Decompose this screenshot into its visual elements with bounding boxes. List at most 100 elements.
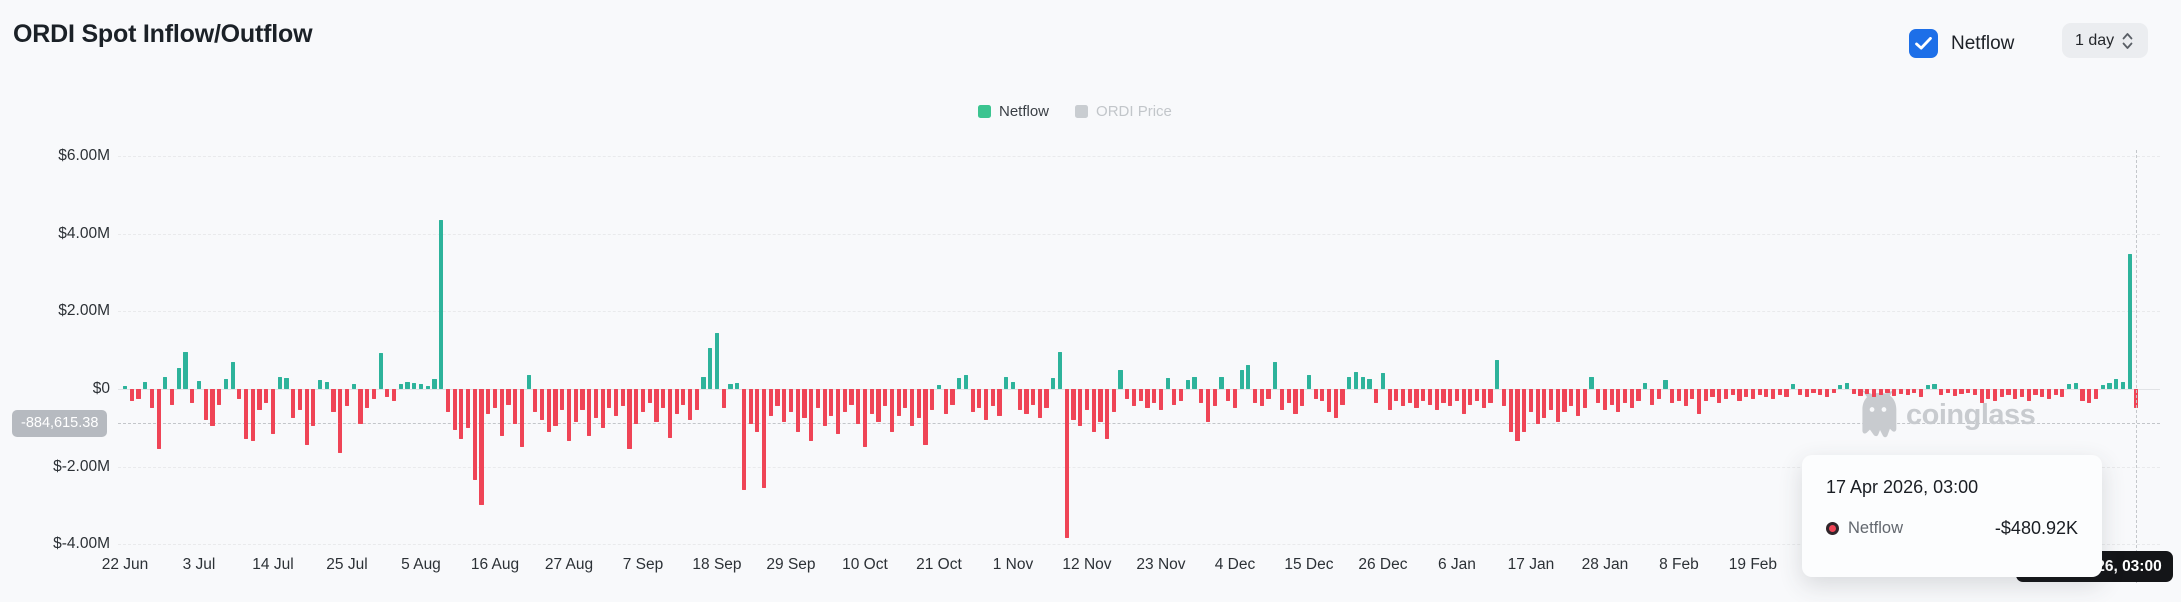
netflow-bar[interactable]: [526, 375, 531, 389]
netflow-bar[interactable]: [681, 389, 686, 405]
netflow-bar[interactable]: [1064, 389, 1069, 539]
netflow-bar[interactable]: [1286, 389, 1291, 403]
netflow-bar[interactable]: [903, 389, 908, 409]
netflow-bar[interactable]: [1374, 389, 1379, 403]
netflow-bar[interactable]: [1327, 389, 1332, 413]
netflow-bar[interactable]: [620, 389, 625, 407]
netflow-bar[interactable]: [1380, 373, 1386, 389]
netflow-bar[interactable]: [1347, 377, 1352, 389]
netflow-bar[interactable]: [1697, 389, 1702, 415]
netflow-bar[interactable]: [203, 389, 208, 421]
netflow-bar[interactable]: [324, 382, 329, 389]
netflow-bar[interactable]: [1481, 389, 1486, 409]
netflow-bar[interactable]: [492, 389, 498, 409]
netflow-bar[interactable]: [1703, 389, 1708, 401]
netflow-bar[interactable]: [472, 389, 477, 481]
netflow-bar[interactable]: [1239, 369, 1244, 389]
netflow-bar[interactable]: [344, 389, 350, 407]
netflow-bar[interactable]: [1522, 389, 1527, 432]
netflow-bar[interactable]: [1098, 389, 1103, 422]
netflow-checkbox-label[interactable]: Netflow: [1951, 33, 2015, 54]
netflow-bar[interactable]: [412, 383, 417, 389]
netflow-bar[interactable]: [465, 389, 471, 428]
netflow-bar[interactable]: [1185, 380, 1190, 389]
netflow-bar[interactable]: [223, 379, 228, 389]
netflow-bar[interactable]: [129, 389, 134, 401]
netflow-bar[interactable]: [936, 385, 942, 389]
netflow-bar[interactable]: [2053, 389, 2058, 395]
netflow-bar[interactable]: [277, 376, 282, 389]
netflow-bar[interactable]: [2127, 253, 2132, 389]
netflow-bar[interactable]: [304, 389, 309, 446]
netflow-bar[interactable]: [856, 389, 861, 424]
netflow-bar[interactable]: [2087, 389, 2092, 403]
netflow-bar[interactable]: [2046, 389, 2051, 399]
netflow-bar[interactable]: [950, 389, 955, 405]
netflow-bar[interactable]: [291, 389, 296, 419]
netflow-bar[interactable]: [1663, 380, 1668, 389]
netflow-bar[interactable]: [230, 361, 235, 389]
netflow-bar[interactable]: [1313, 389, 1318, 399]
netflow-bar[interactable]: [1596, 389, 1601, 403]
netflow-bar[interactable]: [1212, 389, 1217, 407]
netflow-bar[interactable]: [983, 389, 989, 421]
netflow-bar[interactable]: [1555, 389, 1560, 422]
netflow-bar[interactable]: [284, 378, 289, 389]
netflow-bar[interactable]: [1791, 384, 1796, 389]
netflow-bar[interactable]: [1723, 389, 1729, 399]
netflow-bar[interactable]: [741, 389, 746, 490]
netflow-bar[interactable]: [445, 389, 450, 413]
netflow-bar[interactable]: [1683, 389, 1688, 407]
netflow-bar[interactable]: [802, 389, 807, 419]
netflow-bar[interactable]: [1609, 389, 1614, 405]
netflow-bar[interactable]: [1454, 389, 1460, 401]
netflow-bar[interactable]: [499, 389, 504, 436]
netflow-bar[interactable]: [1407, 389, 1412, 403]
netflow-bar[interactable]: [1461, 389, 1466, 415]
netflow-bar[interactable]: [2013, 389, 2018, 399]
netflow-bar[interactable]: [1730, 389, 1735, 395]
netflow-bar[interactable]: [2120, 382, 2125, 389]
netflow-bar[interactable]: [1986, 389, 1991, 399]
netflow-bar[interactable]: [1199, 389, 1204, 403]
netflow-bar[interactable]: [1804, 389, 1809, 397]
netflow-bar[interactable]: [519, 389, 524, 448]
netflow-bar[interactable]: [1865, 389, 1870, 394]
netflow-bar[interactable]: [250, 389, 255, 442]
netflow-bar[interactable]: [1488, 389, 1493, 403]
netflow-bar[interactable]: [1293, 389, 1298, 415]
netflow-bar[interactable]: [365, 389, 370, 409]
netflow-bar[interactable]: [1616, 389, 1621, 413]
netflow-bar[interactable]: [270, 389, 276, 434]
netflow-bar[interactable]: [1044, 389, 1049, 409]
netflow-bar[interactable]: [1192, 377, 1197, 389]
netflow-bar[interactable]: [1468, 389, 1473, 405]
netflow-bar[interactable]: [1898, 389, 1903, 394]
netflow-bar[interactable]: [1811, 389, 1816, 393]
netflow-bar[interactable]: [1656, 389, 1661, 399]
netflow-bar[interactable]: [1979, 389, 1984, 403]
netflow-bar[interactable]: [788, 389, 794, 413]
netflow-bar[interactable]: [674, 389, 679, 415]
netflow-bar[interactable]: [439, 220, 444, 389]
netflow-bar[interactable]: [1589, 377, 1594, 389]
netflow-bar[interactable]: [1105, 389, 1110, 440]
netflow-bar[interactable]: [1306, 375, 1312, 389]
netflow-bar[interactable]: [1031, 389, 1036, 405]
netflow-bar[interactable]: [842, 389, 847, 413]
netflow-bar[interactable]: [1111, 389, 1116, 413]
netflow-bar[interactable]: [398, 384, 403, 389]
netflow-bar[interactable]: [405, 382, 410, 389]
netflow-bar[interactable]: [1508, 389, 1513, 432]
netflow-bar[interactable]: [2040, 389, 2045, 397]
netflow-bar[interactable]: [1084, 389, 1090, 411]
netflow-bar[interactable]: [297, 389, 302, 411]
netflow-bar[interactable]: [1582, 389, 1587, 409]
legend-item-netflow[interactable]: Netflow: [978, 103, 1049, 120]
netflow-bar[interactable]: [311, 389, 316, 426]
netflow-bar[interactable]: [1717, 389, 1722, 403]
netflow-bar[interactable]: [459, 389, 464, 440]
netflow-bar[interactable]: [943, 389, 948, 415]
netflow-bar[interactable]: [2019, 389, 2025, 397]
netflow-bar[interactable]: [627, 389, 632, 450]
